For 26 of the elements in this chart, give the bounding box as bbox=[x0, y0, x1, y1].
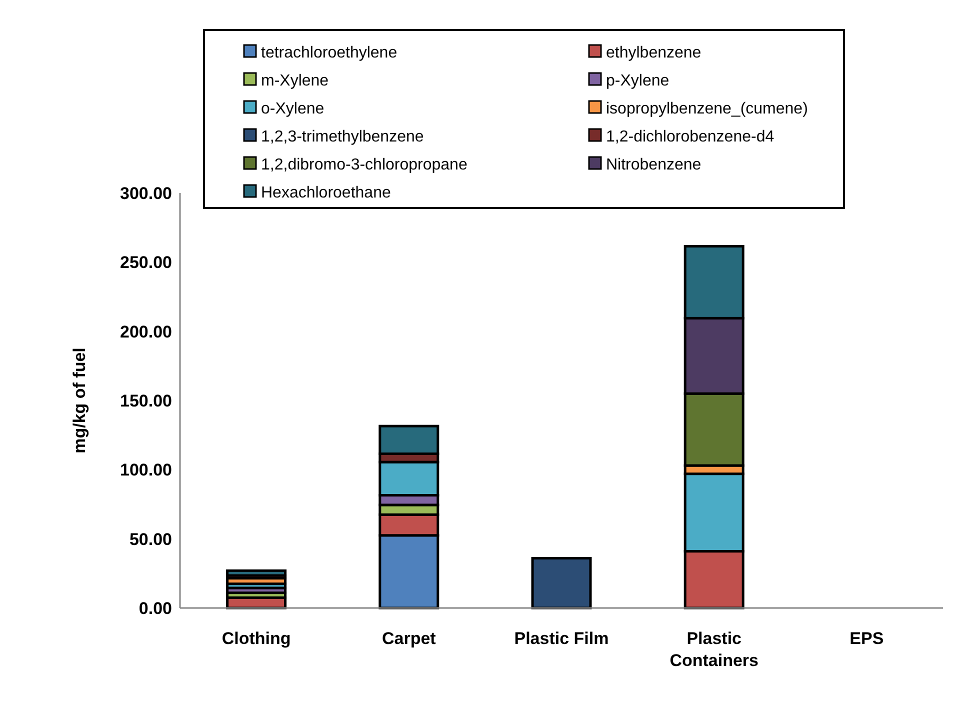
y-tick-label: 150.00 bbox=[120, 391, 172, 410]
y-tick-label: 50.00 bbox=[129, 530, 172, 549]
legend-label: Hexachloroethane bbox=[261, 184, 391, 202]
legend-label: 1,2-dichlorobenzene-d4 bbox=[606, 128, 774, 146]
y-tick-label: 300.00 bbox=[120, 184, 172, 203]
y-tick-label: 0.00 bbox=[138, 598, 172, 618]
bar bbox=[531, 556, 592, 610]
y-tick-label: 200.00 bbox=[120, 322, 172, 342]
legend-label: isopropylbenzene_(cumene) bbox=[606, 100, 808, 118]
legend-label: 1,2,dibromo-3-chloropropane bbox=[261, 156, 468, 174]
y-tick-label: 100.00 bbox=[120, 460, 172, 480]
x-tick-label: EPS bbox=[850, 629, 884, 648]
bar bbox=[226, 569, 287, 577]
legend-label: p-Xylene bbox=[606, 72, 670, 90]
x-tick-label: Carpet bbox=[382, 629, 436, 648]
legend-label: ethylbenzene bbox=[606, 44, 702, 62]
legend-label: m-Xylene bbox=[261, 72, 329, 90]
y-axis-title: mg/kg of fuel bbox=[70, 348, 89, 454]
legend-label: o-Xylene bbox=[261, 100, 324, 118]
legend-label: tetrachloroethylene bbox=[261, 44, 398, 62]
x-tick-label: Clothing bbox=[222, 629, 291, 648]
legend-label: Nitrobenzene bbox=[606, 156, 702, 174]
x-tick-label: Plastic Film bbox=[514, 629, 609, 648]
y-tick-label: 250.00 bbox=[120, 253, 172, 272]
x-tick-label: Plastic Containers bbox=[670, 629, 758, 670]
legend-label: 1,2,3-trimethylbenzene bbox=[261, 128, 424, 146]
